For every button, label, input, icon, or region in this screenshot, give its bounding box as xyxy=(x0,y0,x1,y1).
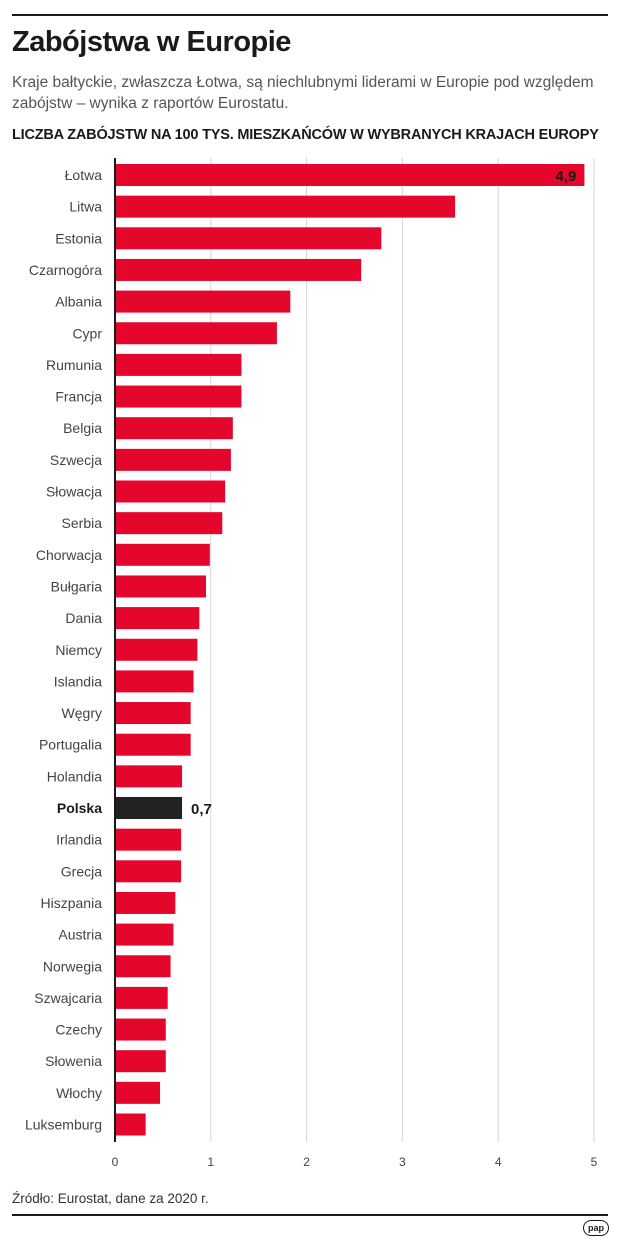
page-subtitle: Kraje bałtyckie, zwłaszcza Łotwa, są nie… xyxy=(12,74,594,112)
bar xyxy=(115,1113,146,1136)
pap-logo: pap xyxy=(583,1220,609,1236)
category-label: Hiszpania xyxy=(41,895,103,911)
category-label: Bułgaria xyxy=(51,578,103,594)
bar xyxy=(115,828,182,851)
bar xyxy=(115,797,183,819)
page-title: Zabójstwa w Europie xyxy=(12,26,291,58)
category-label: Cypr xyxy=(72,325,102,341)
bar xyxy=(115,512,223,535)
bar xyxy=(115,923,174,946)
x-tick-label: 1 xyxy=(207,1155,214,1169)
bar xyxy=(115,1018,166,1041)
category-label: Francja xyxy=(55,389,102,405)
bar xyxy=(115,290,291,313)
chart-title: LICZBA ZABÓJSTW NA 100 TYS. MIESZKAŃCÓW … xyxy=(12,127,599,143)
bar xyxy=(115,891,176,914)
bar xyxy=(115,955,171,978)
bar xyxy=(115,227,382,250)
bar xyxy=(115,575,207,598)
category-label: Słowacja xyxy=(46,484,102,500)
category-label: Chorwacja xyxy=(36,547,102,563)
bar xyxy=(115,258,362,281)
bar xyxy=(115,1050,166,1073)
category-label: Polska xyxy=(57,800,102,816)
category-label: Szwecja xyxy=(50,452,102,468)
bar xyxy=(115,322,277,345)
bottom-rule xyxy=(12,1214,608,1216)
x-tick-label: 3 xyxy=(399,1155,406,1169)
category-label: Albania xyxy=(55,294,102,310)
bar xyxy=(115,385,242,408)
bar xyxy=(115,417,233,440)
category-label: Czarnogóra xyxy=(29,262,102,278)
x-tick-label: 0 xyxy=(112,1155,119,1169)
bar xyxy=(115,543,210,566)
category-label: Szwajcaria xyxy=(34,990,102,1006)
bar xyxy=(115,638,198,661)
category-label: Łotwa xyxy=(65,167,103,183)
data-label: 0,7 xyxy=(191,801,212,818)
bar xyxy=(115,480,226,503)
category-label: Irlandia xyxy=(56,832,102,848)
category-label: Dania xyxy=(65,610,102,626)
category-label: Estonia xyxy=(55,230,102,246)
category-label: Belgia xyxy=(63,420,102,436)
category-label: Islandia xyxy=(54,673,102,689)
category-label: Norwegia xyxy=(43,958,102,974)
category-label: Serbia xyxy=(62,515,103,531)
category-label: Litwa xyxy=(69,199,102,215)
bar xyxy=(115,702,191,725)
category-label: Węgry xyxy=(62,705,102,721)
category-label: Austria xyxy=(58,927,102,943)
bar xyxy=(115,353,242,376)
category-label: Portugalia xyxy=(39,737,102,753)
category-label: Niemcy xyxy=(55,642,102,658)
category-label: Holandia xyxy=(47,768,102,784)
bar xyxy=(115,765,183,788)
source-note: Źródło: Eurostat, dane za 2020 r. xyxy=(12,1191,209,1206)
bar xyxy=(115,986,168,1009)
category-label: Luksemburg xyxy=(25,1117,102,1133)
bar xyxy=(115,607,200,630)
bar-chart: 0 1 2 3 4 5 Łotwa Litwa Estonia Czarnogóra Albania… xyxy=(25,158,598,1169)
bar xyxy=(115,733,191,756)
bar xyxy=(115,164,585,186)
bar xyxy=(115,670,194,693)
category-label: Rumunia xyxy=(46,357,102,373)
category-label: Włochy xyxy=(56,1085,102,1101)
top-rule xyxy=(12,14,608,16)
x-tick-label: 2 xyxy=(303,1155,310,1169)
x-tick-label: 5 xyxy=(591,1155,598,1169)
data-label: 4,9 xyxy=(556,168,577,185)
bar xyxy=(115,448,231,471)
bar xyxy=(115,1081,161,1104)
category-label: Grecja xyxy=(61,863,102,879)
bar xyxy=(115,860,182,883)
x-tick-label: 4 xyxy=(495,1155,502,1169)
bar xyxy=(115,195,456,218)
category-label: Słowenia xyxy=(45,1053,102,1069)
category-label: Czechy xyxy=(55,1022,102,1038)
